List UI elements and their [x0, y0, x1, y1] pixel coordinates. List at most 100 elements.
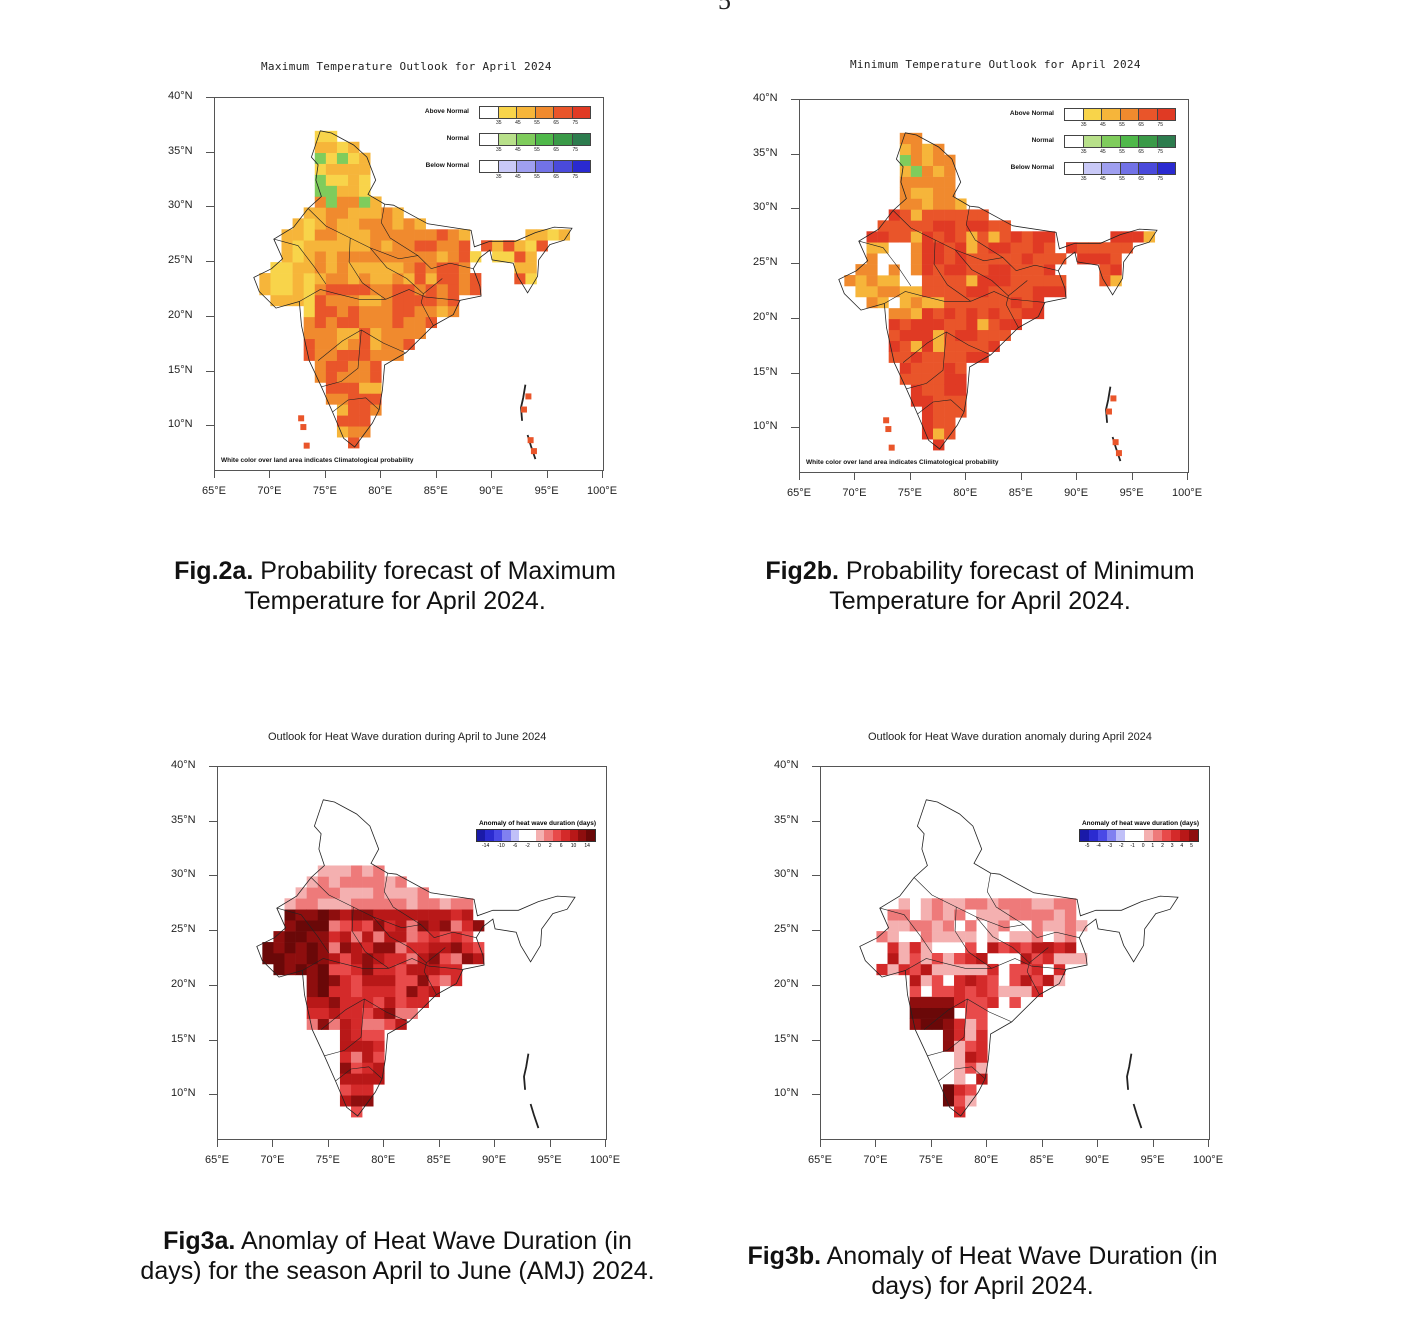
fig3a-grid-cell: [461, 931, 474, 943]
fig2b-grid-cell: [899, 198, 912, 210]
fig2b-grid-cell: [888, 286, 901, 298]
fig3a-grid-cell: [317, 887, 330, 899]
fig2a-grid-cell: [492, 240, 504, 252]
fig2a-state-boundary: [348, 237, 386, 300]
fig2b-grid-cell: [866, 296, 878, 309]
fig2a-grid-cell: [436, 229, 449, 241]
fig2b-grid-cell: [910, 253, 923, 265]
fig3a-grid-cell: [362, 1095, 374, 1107]
fig2a-lon-label: 85°E: [423, 485, 448, 497]
fig2a-grid-cell: [403, 305, 415, 318]
fig3b-lon-label: 90°E: [1085, 1154, 1110, 1166]
fig3a-grid-cell: [406, 898, 418, 910]
fig2b-grid-cell: [999, 307, 1011, 320]
fig2b-grid-cell: [855, 286, 867, 298]
fig2b-grid-cell: [955, 296, 967, 309]
fig3a-lat-tick: [209, 820, 217, 822]
fig3a-grid-cell: [328, 953, 341, 965]
fig2b-grid-cell: [899, 275, 912, 287]
fig3b-grid-cell: [987, 909, 999, 921]
fig2b-legend-tick: 65: [1138, 149, 1144, 155]
fig3b-state-boundary: [1026, 947, 1049, 995]
fig2b-state-boundary: [917, 399, 965, 415]
fig3a-grid-cell: [351, 909, 363, 921]
fig3b-grid-cell: [1075, 920, 1088, 932]
fig3a-grid-cell: [417, 909, 429, 921]
fig2a-grid-cell: [458, 273, 471, 285]
fig3b-grid-cell: [1009, 931, 1021, 943]
fig3a-grid-cell: [339, 1073, 352, 1085]
fig2a-grid-cell: [370, 393, 382, 405]
fig3a-grid-cell: [406, 985, 418, 998]
fig3a-grid-cell: [362, 996, 374, 1009]
fig2a-grid-cell: [270, 262, 282, 274]
fig3a-grid-cell: [339, 1051, 352, 1063]
fig3b-grid-cell: [1020, 942, 1032, 954]
fig2b-grid-cell: [888, 231, 901, 243]
fig3a-grid-cell: [362, 1018, 374, 1030]
fig3a-island-outline: [529, 1103, 540, 1129]
fig2b-grid-cell: [921, 198, 934, 210]
fig3a-grid-cell: [406, 974, 418, 987]
fig2b-grid-cell: [944, 154, 956, 166]
fig2a-legend-swatch: [480, 107, 499, 118]
fig3b-lon-tick: [986, 1139, 988, 1147]
fig2a-grid-cell: [458, 284, 471, 296]
fig3b-grid-cell: [931, 920, 944, 932]
fig3b-lat-tick: [812, 1039, 820, 1041]
fig2a-grid-cell: [314, 294, 327, 307]
fig2b-grid-cell: [921, 362, 934, 374]
fig3a-grid-cell: [384, 942, 396, 954]
fig2a-grid-cell: [270, 284, 282, 296]
fig2a-lat-tick: [206, 97, 214, 98]
fig3a-grid-cell: [328, 996, 341, 1009]
fig2a-map-title: Maximum Temperature Outlook for April 20…: [261, 60, 552, 73]
fig2b-grid-cell: [944, 231, 956, 243]
fig3a-grid-cell: [428, 985, 441, 998]
fig2a-grid-cell: [314, 371, 327, 383]
fig2b-grid-cell: [977, 231, 989, 243]
fig3a-lon-label: 100°E: [589, 1154, 621, 1166]
fig2b-grid-cell: [988, 242, 1000, 254]
fig3a-legend-swatch: [578, 830, 587, 841]
fig2b-grid-cell: [944, 296, 956, 309]
fig2b-grid-cell: [955, 340, 967, 352]
fig2b-grid-cell: [888, 220, 901, 232]
fig2b-grid-cell: [988, 329, 1000, 342]
fig2a-grid-cell: [370, 316, 382, 329]
fig2b-grid-cell: [955, 307, 967, 320]
fig2a-legend-tick: 35: [496, 174, 502, 180]
fig2b-lon-tick: [909, 472, 911, 480]
fig2a-grid-cell: [348, 185, 360, 197]
fig2a-grid-cell: [436, 294, 449, 307]
fig3b-grid-cell: [920, 909, 933, 921]
fig3b-legend-tick: 0: [1141, 843, 1145, 849]
fig2b-legend-swatch: [1157, 163, 1175, 174]
fig2a-grid-cell: [447, 240, 460, 252]
fig3a-grid-cell: [373, 1018, 385, 1030]
fig3b-grid-cell: [976, 898, 988, 910]
fig2a-grid-cell: [525, 262, 537, 274]
fig2a-grid-cell: [370, 349, 382, 361]
fig3b-grid-cell: [1053, 953, 1066, 965]
fig3a-legend: Anomaly of heat wave duration (days) -14-…: [476, 820, 596, 849]
fig2b-grid-cell: [933, 209, 945, 221]
fig2b-grid-cell: [910, 198, 923, 210]
fig2a-grid-cell: [314, 163, 327, 175]
fig2a-legend-tick: 45: [515, 120, 521, 126]
fig3b-legend-tick: 2: [1161, 843, 1164, 849]
fig3b-grid-cell: [942, 1095, 955, 1107]
fig2b-grid-cell: [1143, 231, 1156, 243]
fig2a-grid-cell: [348, 262, 360, 274]
fig2a-grid-cell: [425, 294, 438, 307]
fig2a-grid-cell: [447, 273, 460, 285]
fig3a-lat-label: 25°N: [171, 923, 196, 936]
fig3a-legend-tick: -14: [482, 843, 490, 849]
fig2b-grid-cell: [1043, 242, 1056, 254]
fig2a-grid-cell: [270, 294, 282, 307]
fig2b-legend-swatch: [1157, 136, 1175, 147]
fig2b-grid-cell: [921, 417, 934, 429]
fig3b-grid-cell: [931, 931, 944, 943]
fig3b-grid-cell: [942, 909, 955, 921]
fig3b-grid-cell: [1042, 953, 1055, 965]
